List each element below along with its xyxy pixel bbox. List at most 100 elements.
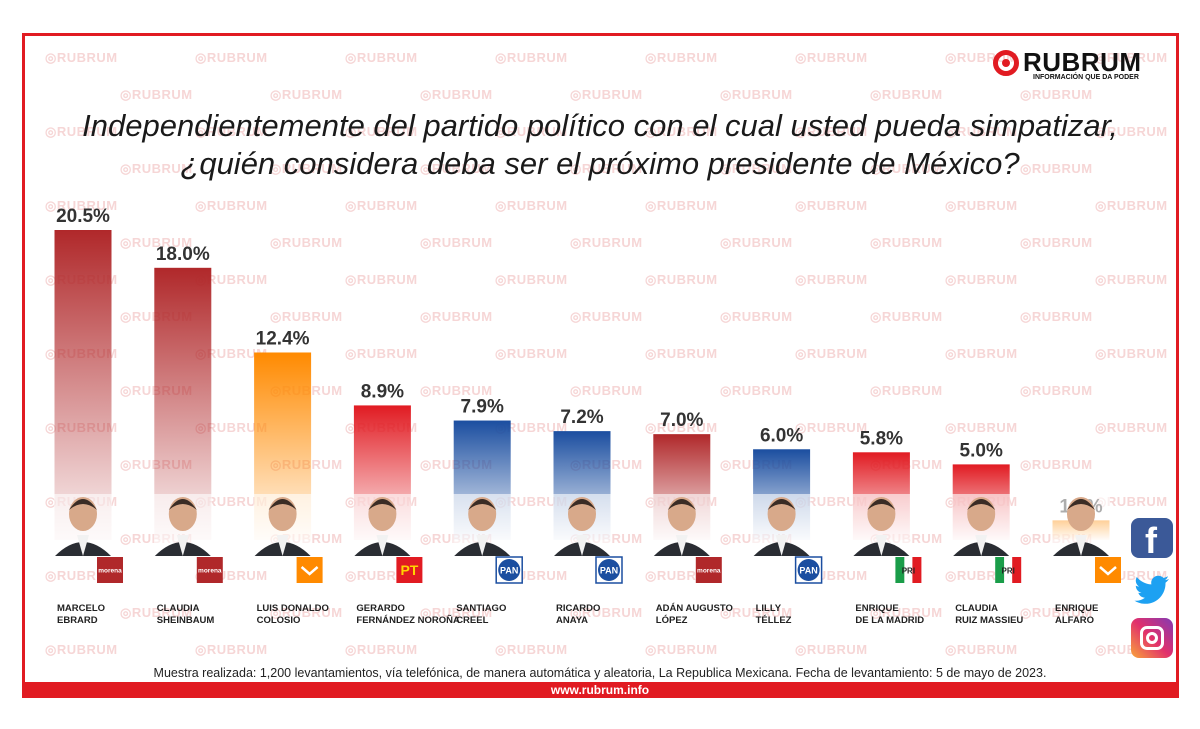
data-label: 7.2% bbox=[560, 407, 603, 428]
data-label: 6.0% bbox=[760, 425, 803, 446]
watermark-text: ◎RUBRUM bbox=[1095, 50, 1168, 65]
methodology-note: Muestra realizada: 1,200 levantamientos,… bbox=[153, 666, 1047, 680]
watermark-text: ◎RUBRUM bbox=[495, 272, 568, 287]
watermark-text: ◎RUBRUM bbox=[270, 309, 343, 324]
data-label: 7.9% bbox=[461, 397, 504, 418]
watermark-text: ◎RUBRUM bbox=[795, 642, 868, 657]
watermark-text: ◎RUBRUM bbox=[1095, 198, 1168, 213]
watermark-text: ◎RUBRUM bbox=[45, 642, 118, 657]
svg-text:morena: morena bbox=[697, 568, 721, 575]
category-label: ADÁN AUGUSTO bbox=[656, 603, 733, 614]
party-logo bbox=[1095, 557, 1121, 583]
category-label: RUIZ MASSIEU bbox=[955, 615, 1023, 626]
watermark-text: ◎RUBRUM bbox=[495, 50, 568, 65]
watermark-text: ◎RUBRUM bbox=[195, 50, 268, 65]
watermark-text: ◎RUBRUM bbox=[870, 309, 943, 324]
twitter-icon[interactable] bbox=[1131, 570, 1173, 610]
watermark-text: ◎RUBRUM bbox=[120, 235, 193, 250]
candidate-photo bbox=[952, 494, 1011, 556]
svg-text:morena: morena bbox=[98, 568, 122, 575]
category-label: ENRIQUE bbox=[1055, 603, 1098, 614]
watermark-text: ◎RUBRUM bbox=[870, 383, 943, 398]
watermark-text: ◎RUBRUM bbox=[945, 198, 1018, 213]
party-logo: PT bbox=[396, 557, 423, 583]
watermark-text: ◎RUBRUM bbox=[345, 642, 418, 657]
party-logo: morena bbox=[97, 557, 123, 583]
watermark-text: ◎RUBRUM bbox=[195, 420, 268, 435]
party-logo: morena bbox=[695, 557, 722, 583]
candidate-photo bbox=[253, 494, 312, 556]
watermark-text: ◎RUBRUM bbox=[645, 50, 718, 65]
data-label: 7.0% bbox=[660, 410, 703, 431]
svg-text:PAN: PAN bbox=[799, 566, 817, 576]
watermark-text: ◎RUBRUM bbox=[945, 346, 1018, 361]
logo-target-icon bbox=[993, 50, 1019, 76]
watermark-text: ◎RUBRUM bbox=[645, 198, 718, 213]
footer-url[interactable]: www.rubrum.info bbox=[550, 683, 650, 697]
candidate-photo bbox=[153, 494, 212, 556]
data-label: 8.9% bbox=[361, 381, 404, 402]
watermark-text: ◎RUBRUM bbox=[1020, 161, 1093, 176]
watermark-text: ◎RUBRUM bbox=[120, 161, 193, 176]
watermark-text: ◎RUBRUM bbox=[1095, 124, 1168, 139]
watermark-text: ◎RUBRUM bbox=[1020, 457, 1093, 472]
party-logo: PAN bbox=[794, 556, 823, 584]
watermark-text: ◎RUBRUM bbox=[945, 642, 1018, 657]
watermark-text: ◎RUBRUM bbox=[195, 346, 268, 361]
watermark-text: ◎RUBRUM bbox=[720, 87, 793, 102]
watermark-text: ◎RUBRUM bbox=[495, 420, 568, 435]
watermark-text: ◎RUBRUM bbox=[420, 605, 493, 620]
instagram-icon[interactable] bbox=[1131, 618, 1173, 658]
svg-text:PAN: PAN bbox=[500, 566, 518, 576]
watermark-text: ◎RUBRUM bbox=[795, 124, 868, 139]
category-label: ENRIQUE bbox=[855, 603, 898, 614]
category-label: TÉLLEZ bbox=[756, 615, 792, 626]
category-label: SHEINBAUM bbox=[157, 615, 215, 626]
watermark-text: ◎RUBRUM bbox=[420, 161, 493, 176]
data-label: 18.0% bbox=[156, 244, 210, 265]
watermark-text: ◎RUBRUM bbox=[795, 198, 868, 213]
party-logo: PAN bbox=[595, 556, 623, 584]
watermark-text: ◎RUBRUM bbox=[1020, 605, 1093, 620]
watermark-text: ◎RUBRUM bbox=[945, 124, 1018, 139]
watermark-text: ◎RUBRUM bbox=[795, 50, 868, 65]
watermark-text: ◎RUBRUM bbox=[420, 383, 493, 398]
watermark-text: ◎RUBRUM bbox=[195, 272, 268, 287]
facebook-icon[interactable]: f bbox=[1131, 518, 1173, 561]
watermark-text: ◎RUBRUM bbox=[720, 383, 793, 398]
data-label: 5.8% bbox=[860, 428, 903, 449]
rubrum-logo: RUBRUM INFORMACIÓN QUE DA PODER bbox=[993, 47, 1163, 89]
watermark-text: ◎RUBRUM bbox=[720, 309, 793, 324]
watermark-text: ◎RUBRUM bbox=[720, 605, 793, 620]
watermark-text: ◎RUBRUM bbox=[645, 272, 718, 287]
category-label: MARCELO bbox=[57, 603, 105, 614]
bar bbox=[54, 230, 112, 540]
watermark-text: ◎RUBRUM bbox=[345, 50, 418, 65]
category-label: SANTIAGO bbox=[456, 603, 506, 614]
watermark-text: ◎RUBRUM bbox=[570, 605, 643, 620]
category-label: CREEL bbox=[456, 615, 488, 626]
watermark-text: ◎RUBRUM bbox=[45, 124, 118, 139]
chart-title-line-1: Independientemente del partido político … bbox=[82, 108, 1118, 143]
category-label: EBRARD bbox=[57, 615, 98, 626]
category-label: CLAUDIA bbox=[157, 603, 200, 614]
watermark-text: ◎RUBRUM bbox=[345, 124, 418, 139]
watermark-text: ◎RUBRUM bbox=[570, 383, 643, 398]
watermark-text: ◎RUBRUM bbox=[195, 124, 268, 139]
watermark-text: ◎RUBRUM bbox=[1095, 346, 1168, 361]
category-label: LÓPEZ bbox=[656, 614, 688, 626]
logo-tagline: INFORMACIÓN QUE DA PODER bbox=[1033, 74, 1139, 81]
watermark-text: ◎RUBRUM bbox=[870, 235, 943, 250]
watermark-text: ◎RUBRUM bbox=[45, 198, 118, 213]
candidate-photo bbox=[553, 494, 611, 556]
watermark-text: ◎RUBRUM bbox=[570, 87, 643, 102]
watermark-text: ◎RUBRUM bbox=[870, 161, 943, 176]
watermark-text: ◎RUBRUM bbox=[570, 161, 643, 176]
watermark-text: ◎RUBRUM bbox=[795, 494, 868, 509]
candidate-photo bbox=[752, 494, 811, 556]
data-label: 20.5% bbox=[56, 206, 110, 227]
category-label: ANAYA bbox=[556, 615, 588, 626]
watermark-text: ◎RUBRUM bbox=[945, 272, 1018, 287]
category-label: LUIS DONALDO bbox=[257, 603, 329, 614]
